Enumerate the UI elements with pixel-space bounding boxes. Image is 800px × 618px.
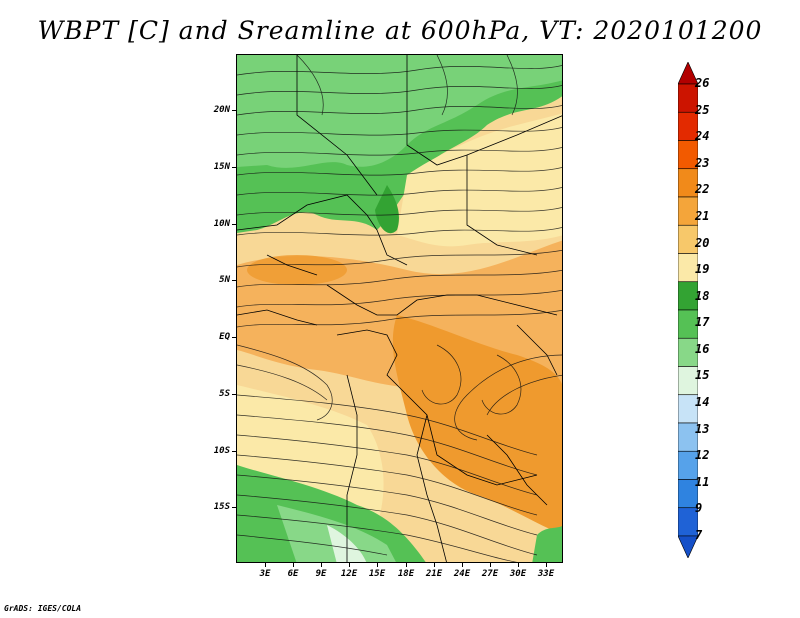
colorbar-label: 19 (695, 262, 710, 277)
colorbar-label: 21 (695, 208, 710, 223)
lon-tick (349, 563, 350, 567)
lon-label: 30E (509, 569, 527, 579)
wbpt-south-green (237, 465, 426, 562)
lat-label: EQ (219, 332, 230, 342)
colorbar-label: 14 (695, 395, 710, 410)
colorbar-label: 7 (695, 528, 703, 542)
lat-label: 15S (213, 502, 230, 512)
colorbar-label: 16 (695, 341, 710, 356)
wbpt-streamline-map (236, 54, 563, 563)
colorbar-label: 9 (695, 501, 703, 516)
lon-label: 33E (537, 569, 555, 579)
colorbar-arrow-bottom (678, 535, 698, 558)
lon-label: 12E (340, 569, 358, 579)
grads-credit: GrADS: IGES/COLA (4, 604, 82, 613)
wbpt-pale-yellow-north (397, 113, 562, 247)
lat-tick (232, 280, 236, 281)
map-svg (237, 55, 562, 562)
lat-label: 10S (213, 446, 230, 456)
colorbar-label: 18 (695, 288, 710, 303)
colorbar-label: 22 (695, 182, 710, 197)
colorbar-cells (678, 62, 698, 558)
colorbar-label: 17 (695, 315, 710, 330)
lon-label: 9E (315, 569, 327, 579)
lon-label: 24E (453, 569, 471, 579)
colorbar-label: 13 (695, 421, 710, 436)
lon-tick (462, 563, 463, 567)
lon-tick (490, 563, 491, 567)
lon-tick (293, 563, 294, 567)
lon-tick (377, 563, 378, 567)
wbpt-south-verylight (327, 525, 367, 562)
colorbar-label: 20 (695, 235, 710, 250)
lon-tick (321, 563, 322, 567)
lon-tick (546, 563, 547, 567)
chart-title: WBPT [C] and Sreamline at 600hPa, VT: 20… (37, 16, 763, 45)
lat-label: 5S (219, 389, 230, 399)
colorbar-label: 11 (695, 474, 710, 489)
lat-tick (232, 451, 236, 452)
colorbar-label: 24 (695, 129, 710, 144)
lon-label: 21E (425, 569, 443, 579)
lat-label: 20N (213, 105, 230, 115)
colorbar-label: 26 (695, 76, 710, 90)
lon-tick (406, 563, 407, 567)
lat-tick (232, 507, 236, 508)
wbpt-se-green (532, 526, 562, 562)
colorbar-label: 12 (695, 448, 710, 463)
wbpt-green-tongue (375, 185, 399, 234)
lat-tick (232, 394, 236, 395)
lon-label: 6E (287, 569, 299, 579)
lon-tick (518, 563, 519, 567)
colorbar-label: 23 (695, 155, 710, 170)
lon-tick (434, 563, 435, 567)
lon-tick (265, 563, 266, 567)
lat-label: 5N (219, 275, 230, 285)
wbpt-orange-west (247, 255, 347, 285)
colorbar-label: 25 (695, 102, 710, 117)
lat-tick (232, 224, 236, 225)
lat-label: 10N (213, 219, 230, 229)
lat-label: 15N (213, 162, 230, 172)
lon-label: 18E (397, 569, 415, 579)
lat-tick (232, 167, 236, 168)
lon-label: 27E (481, 569, 499, 579)
lon-label: 3E (259, 569, 271, 579)
lon-label: 15E (368, 569, 386, 579)
lat-tick (232, 110, 236, 111)
colorbar-label: 15 (695, 368, 710, 383)
streamlines (237, 55, 562, 562)
colorbar (678, 62, 698, 558)
lat-tick (232, 337, 236, 338)
